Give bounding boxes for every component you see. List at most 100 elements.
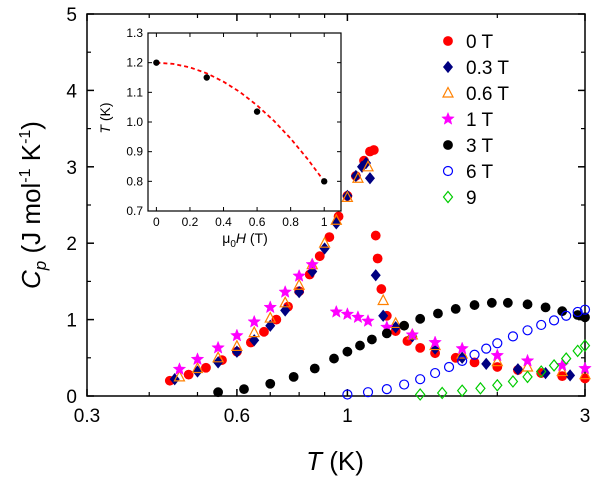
data-point: [579, 304, 591, 315]
data-point: [399, 320, 410, 331]
data-point: [457, 355, 468, 366]
data-point: [561, 310, 572, 321]
data-point: [367, 334, 377, 345]
data-point: [377, 293, 390, 306]
data-point: [247, 314, 262, 328]
data-point: [342, 389, 353, 400]
data-point: [492, 378, 503, 392]
main-axis-ticks: 0.3 0.6 1 3 0 1 2 3 4 5: [66, 5, 590, 427]
data-point: [507, 375, 519, 388]
inset-x-tick-label: 0: [153, 215, 160, 229]
data-point: [522, 370, 533, 384]
legend-label: 0 T: [466, 32, 494, 53]
data-point: [172, 362, 187, 376]
data-point: [211, 340, 225, 354]
inset-data-point: [253, 108, 261, 115]
y-tick-label: 2: [66, 234, 77, 255]
data-point: [213, 387, 223, 398]
data-point: [469, 357, 480, 368]
inset-data-point: [321, 178, 328, 185]
inset-plot-frame: [147, 32, 342, 212]
data-point: [491, 354, 504, 367]
main-data-marks: [164, 145, 592, 401]
y-tick-label: 0: [66, 387, 77, 408]
data-point: [230, 339, 243, 351]
data-point: [280, 304, 291, 317]
data-point: [318, 236, 331, 248]
data-point: [265, 378, 276, 389]
data-point: [565, 369, 576, 382]
data-point: [520, 353, 535, 367]
inset-y-tick-label: 0.7: [126, 204, 143, 218]
data-point: [536, 319, 547, 331]
data-point: [522, 325, 533, 336]
data-point: [572, 344, 583, 358]
data-point: [329, 353, 339, 364]
data-point: [264, 311, 277, 323]
inset-y-tick-label: 1.3: [126, 26, 143, 40]
data-point: [190, 352, 205, 366]
data-point: [376, 284, 387, 294]
data-point: [288, 371, 299, 382]
y-tick-label: 1: [66, 311, 77, 332]
y-tick-label: 4: [66, 81, 77, 102]
data-point: [372, 253, 383, 264]
y-tick-label: 5: [66, 5, 77, 26]
data-point: [381, 328, 392, 339]
inset-data-marks: [153, 59, 328, 185]
data-point: [191, 361, 204, 374]
data-point: [502, 297, 513, 308]
data-point: [399, 379, 410, 390]
data-point: [512, 363, 523, 376]
inset-data-point: [153, 59, 160, 66]
inset-y-axis-label: T (K): [97, 102, 113, 133]
data-point: [469, 300, 480, 310]
data-point: [580, 312, 590, 323]
data-point: [263, 300, 278, 314]
data-point: [355, 340, 365, 351]
x-tick-label: 1: [342, 406, 353, 427]
inset-y-tick-label: 1.0: [126, 115, 143, 129]
data-point: [230, 328, 244, 342]
data-point: [578, 361, 592, 375]
legend-marker: [442, 86, 454, 98]
data-point: [540, 302, 551, 313]
data-point: [342, 346, 353, 357]
inset-y-tick-label: 0.9: [126, 145, 143, 159]
data-point: [183, 369, 194, 380]
data-point: [429, 367, 441, 379]
legend-label: 0.3 T: [466, 58, 509, 79]
data-point: [293, 278, 306, 290]
data-point: [278, 284, 293, 298]
data-point: [548, 315, 560, 326]
data-point: [340, 307, 355, 321]
data-point: [579, 339, 591, 353]
data-point: [212, 351, 225, 363]
data-point: [535, 365, 547, 378]
data-point: [415, 342, 426, 353]
inset-x-axis-label: μ0H (T): [222, 230, 268, 250]
data-point: [486, 297, 497, 308]
data-point: [362, 160, 375, 172]
data-point: [540, 366, 551, 380]
data-point: [436, 386, 448, 400]
inset-fit-curve: [156, 61, 325, 182]
data-point: [361, 156, 372, 170]
inset-x-tick-label: 0.6: [249, 215, 266, 229]
data-point: [456, 384, 468, 398]
data-point: [341, 190, 354, 202]
legend-marker: [442, 60, 454, 74]
data-point: [492, 338, 503, 349]
data-point: [368, 145, 379, 155]
inset-data-point: [203, 74, 210, 81]
data-point: [248, 325, 261, 338]
data-point: [481, 343, 492, 354]
inset-y-tick-label: 1.2: [126, 56, 143, 70]
data-point: [351, 310, 365, 324]
data-point: [469, 349, 480, 360]
data-point: [370, 269, 381, 282]
inset-y-tick-label: 1.1: [126, 85, 143, 99]
legend-label: 3 T: [466, 136, 494, 157]
